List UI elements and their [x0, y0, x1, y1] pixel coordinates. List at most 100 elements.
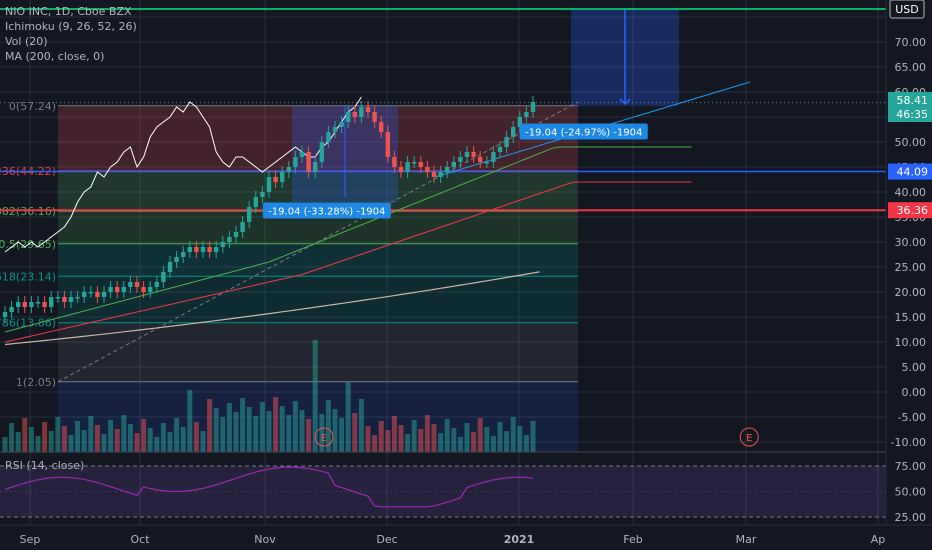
price-tick-label: 5.00 [902, 361, 927, 374]
candle-body [280, 172, 285, 182]
candle-body [101, 292, 107, 297]
candle-body [88, 292, 93, 294]
time-tick-label: Ap [871, 533, 886, 546]
volume-bar [253, 416, 259, 452]
rsi-tick-label: 75.00 [895, 460, 927, 473]
price-tick-label: 70.00 [895, 36, 927, 49]
volume-bar [75, 421, 81, 452]
volume-bar [345, 382, 351, 452]
volume-bar [438, 433, 444, 452]
candle-body [75, 297, 80, 299]
time-tick-label: Sep [20, 533, 41, 546]
candle-body [141, 287, 146, 292]
volume-bar [451, 428, 457, 452]
earnings-marker-label: E [746, 433, 752, 444]
earnings-marker-label: E [321, 433, 327, 444]
price-badge-bg [888, 202, 932, 219]
volume-bar [319, 414, 325, 452]
volume-bar [61, 426, 67, 452]
volume-bar [424, 415, 430, 452]
volume-bar [121, 415, 127, 452]
price-badge-text: 36.36 [897, 204, 929, 217]
candle-body [260, 192, 265, 197]
price-tick-label: -10.00 [891, 436, 926, 449]
candle-body [451, 162, 456, 167]
price-badge-currency: USD [889, 0, 925, 19]
candle-body [200, 247, 206, 252]
volume-bar [391, 416, 397, 452]
candle-body [286, 167, 291, 172]
price-tick-label: 25.00 [895, 261, 927, 274]
volume-bar [187, 390, 193, 452]
candle-body [49, 297, 54, 307]
volume-bar [273, 397, 279, 452]
volume-bar [358, 399, 364, 452]
legend-title: NIO INC, 1D, Cboe BZX [5, 5, 132, 18]
candle-body [464, 152, 470, 157]
volume-bar [42, 422, 48, 452]
candle-body [108, 287, 113, 292]
volume-bar [174, 418, 180, 452]
candle-body [445, 167, 450, 172]
volume-bar [477, 418, 483, 452]
candle-body [504, 137, 509, 147]
volume-bar [200, 431, 206, 452]
rsi-tick-label: 25.00 [895, 511, 927, 524]
volume-bar [193, 422, 199, 452]
price-badge-last: 58.41 [888, 91, 932, 108]
candle-body [167, 262, 173, 272]
volume-bar [233, 412, 239, 452]
price-badge-bg [888, 91, 932, 108]
price-badge-bg [888, 163, 932, 180]
volume-bar [22, 418, 28, 452]
volume-bar [306, 419, 312, 452]
volume-bar [352, 413, 358, 452]
volume-bar [68, 435, 74, 452]
candle-body [332, 127, 338, 132]
volume-bar [226, 403, 232, 452]
candle-body [214, 247, 219, 252]
volume-bar [167, 432, 173, 452]
price-tick-label: -5.00 [898, 411, 926, 424]
volume-bar [108, 420, 114, 452]
price-badge-blue: 44.09 [888, 163, 932, 180]
candle-body [220, 242, 225, 247]
volume-bar [2, 437, 8, 452]
legend-ichimoku: Ichimoku (9, 26, 52, 26) [5, 20, 137, 33]
volume-bar [35, 436, 41, 452]
volume-bar [213, 408, 219, 452]
price-badge-countdown: 46:35 [888, 106, 932, 122]
volume-bar [504, 431, 510, 452]
candle-body [115, 287, 120, 292]
volume-bar [332, 409, 338, 452]
volume-bar [444, 419, 450, 452]
candle-body [392, 157, 397, 167]
earnings-marker [739, 427, 759, 447]
volume-bar [378, 421, 384, 452]
candle-body [438, 172, 443, 177]
time-tick-label: Feb [623, 533, 642, 546]
candle-body [253, 197, 258, 207]
volume-bar [339, 418, 345, 452]
candle-body [346, 112, 351, 122]
candle-body [418, 162, 423, 167]
candle-body [293, 157, 298, 167]
ma200-line [4, 271, 540, 346]
volume-bar [207, 399, 213, 452]
candle-body [35, 302, 41, 304]
volume-bar [127, 424, 133, 452]
candle-body [405, 162, 410, 172]
candle-body [372, 112, 377, 122]
volume-bar [101, 434, 107, 452]
candle-body [55, 297, 60, 299]
candle-body [128, 282, 133, 287]
candle-body [95, 292, 100, 297]
volume-bar [48, 431, 54, 452]
candle-body [62, 297, 67, 302]
volume-bar [246, 407, 252, 452]
price-tick-label: 20.00 [895, 286, 927, 299]
candle-body [352, 112, 357, 117]
candle-body [9, 307, 14, 312]
legend-volume: Vol (20) [5, 35, 48, 48]
measure-label-text: -19.04 (-33.28%) -1904 [268, 207, 385, 218]
